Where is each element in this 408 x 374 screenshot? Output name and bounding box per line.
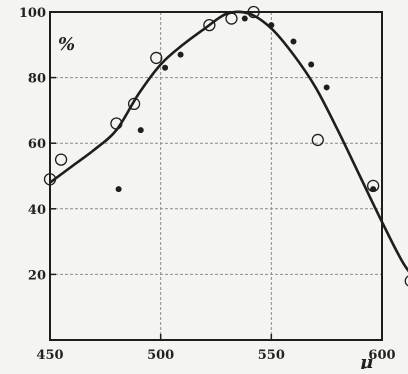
- filled-dot-point: [116, 186, 122, 192]
- x-tick-label: 450: [36, 348, 63, 363]
- x-tick-label: 500: [147, 348, 174, 363]
- filled-dot-point: [268, 22, 274, 28]
- y-tick-label: 60: [28, 137, 46, 152]
- axes: [50, 12, 382, 340]
- x-axis-unit-label: μ: [360, 352, 373, 369]
- series-line: [50, 12, 408, 314]
- filled-dot-point: [308, 61, 314, 67]
- filled-dot-point: [324, 84, 330, 90]
- y-axis-label: %: [58, 34, 75, 55]
- open-circle-point: [312, 134, 323, 145]
- open-circle-point: [226, 13, 237, 24]
- y-tick-label: 20: [28, 268, 46, 283]
- filled-dot-point: [242, 16, 248, 22]
- grid: [50, 12, 382, 340]
- open-circle-point: [56, 154, 67, 165]
- filled-dot-point: [370, 186, 376, 192]
- y-tick-label: 100: [19, 6, 46, 21]
- x-tick-label: 550: [258, 348, 285, 363]
- series: [45, 7, 408, 314]
- filled-dot-point: [162, 65, 168, 71]
- filled-dot-point: [178, 52, 184, 58]
- y-tick-label: 40: [28, 203, 46, 218]
- open-circle-point: [151, 52, 162, 63]
- plot-frame: [50, 12, 382, 340]
- y-tick-label: 80: [28, 72, 46, 87]
- filled-dot-point: [138, 127, 144, 133]
- filled-dot-point: [290, 39, 296, 45]
